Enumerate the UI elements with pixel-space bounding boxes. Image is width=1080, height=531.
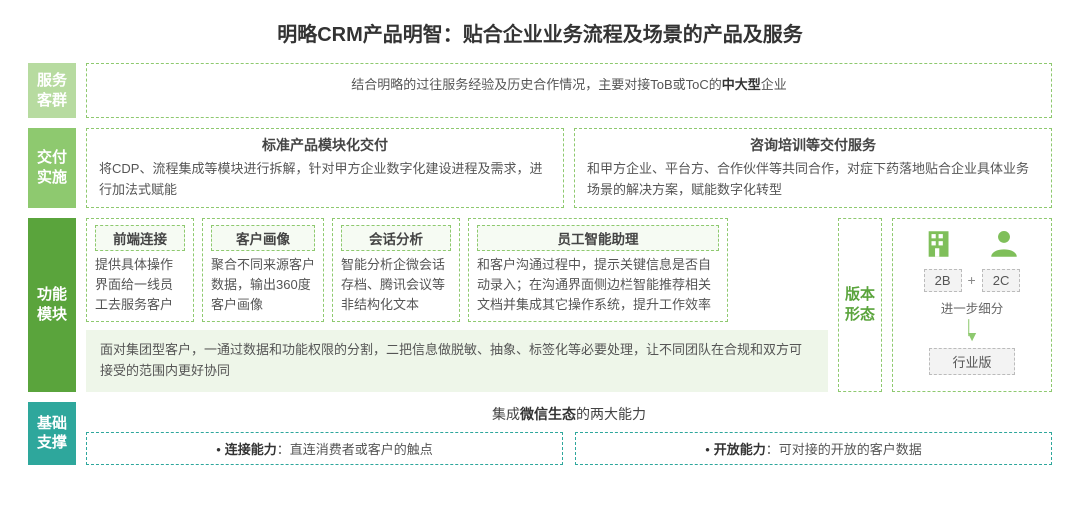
module-card-0: 前端连接 提供具体操作界面给一线员工去服务客户 xyxy=(86,218,194,322)
r1-text-post: 企业 xyxy=(761,77,787,92)
modules-right: 版本形态 2B xyxy=(838,218,1052,392)
module-card-0-head: 前端连接 xyxy=(95,225,185,251)
module-card-2-head: 会话分析 xyxy=(341,225,451,251)
module-card-1: 客户画像 聚合不同来源客户数据，输出360度客户画像 xyxy=(202,218,324,322)
delivery-right-head: 咨询培训等交付服务 xyxy=(587,135,1039,155)
delivery-right: 咨询培训等交付服务 和甲方企业、平台方、合作伙伴等共同合作，对症下药落地贴合企业… xyxy=(574,128,1052,208)
r4-head-pre: 集成 xyxy=(492,406,520,422)
module-card-3-body: 和客户沟通过程中，提示关键信息是否自动录入；在沟通界面侧边栏智能推荐相关文档并集… xyxy=(477,255,719,315)
service-customers-box: 结合明略的过往服务经验及历史合作情况，主要对接ToB或ToC的中大型企业 xyxy=(86,63,1052,118)
foundation-content: 集成微信生态的两大能力 •连接能力：直连消费者或客户的触点 •开放能力：可对接的… xyxy=(86,402,1052,465)
chip-2b: 2B xyxy=(924,269,962,292)
version-subtext: 进一步细分 xyxy=(941,298,1004,317)
arrow-down-icon: │▼ xyxy=(965,323,979,343)
version-icons xyxy=(923,227,1021,261)
chip-2c: 2C xyxy=(982,269,1021,292)
tag-modules: 功能模块 xyxy=(28,218,76,392)
modules-bottom-note: 面对集团型客户，一通过数据和功能权限的分割，二把信息做脱敏、抽象、标签化等必要处… xyxy=(86,330,828,392)
modules-cards-row: 前端连接 提供具体操作界面给一线员工去服务客户 客户画像 聚合不同来源客户数据，… xyxy=(86,218,828,322)
foundation-cell-1-label: 开放能力 xyxy=(714,442,766,457)
delivery-right-body: 和甲方企业、平台方、合作伙伴等共同合作，对症下药落地贴合企业具体业务场景的解决方… xyxy=(587,159,1039,201)
r1-text-pre: 结合明略的过往服务经验及历史合作情况，主要对接ToB或ToC的 xyxy=(351,77,722,92)
foundation-cell-1-desc: ：可对接的开放的客户数据 xyxy=(766,442,922,457)
module-card-0-body: 提供具体操作界面给一线员工去服务客户 xyxy=(95,255,185,315)
module-card-1-head: 客户画像 xyxy=(211,225,315,251)
foundation-cells: •连接能力：直连消费者或客户的触点 •开放能力：可对接的开放的客户数据 xyxy=(86,432,1052,465)
foundation-head: 集成微信生态的两大能力 xyxy=(86,402,1052,428)
module-card-2: 会话分析 智能分析企微会话存档、腾讯会议等非结构化文本 xyxy=(332,218,460,322)
r4-head-bold: 微信生态 xyxy=(520,406,576,422)
module-card-2-body: 智能分析企微会话存档、腾讯会议等非结构化文本 xyxy=(341,255,451,315)
module-card-3: 员工智能助理 和客户沟通过程中，提示关键信息是否自动录入；在沟通界面侧边栏智能推… xyxy=(468,218,728,322)
delivery-left-body: 将CDP、流程集成等模块进行拆解，针对甲方企业数字化建设进程及需求，进行加法式赋… xyxy=(99,159,551,201)
version-chip-row: 2B + 2C xyxy=(924,269,1021,292)
row-service-customers: 服务客群 结合明略的过往服务经验及历史合作情况，主要对接ToB或ToC的中大型企… xyxy=(28,63,1052,118)
row-delivery: 交付实施 标准产品模块化交付 将CDP、流程集成等模块进行拆解，针对甲方企业数字… xyxy=(28,128,1052,208)
tag-delivery: 交付实施 xyxy=(28,128,76,208)
row-modules: 功能模块 前端连接 提供具体操作界面给一线员工去服务客户 客户画像 聚合不同来源… xyxy=(28,218,1052,392)
delivery-left: 标准产品模块化交付 将CDP、流程集成等模块进行拆解，针对甲方企业数字化建设进程… xyxy=(86,128,564,208)
module-card-3-head: 员工智能助理 xyxy=(477,225,719,251)
chip-industry: 行业版 xyxy=(929,348,1014,375)
delivery-left-head: 标准产品模块化交付 xyxy=(99,135,551,155)
building-icon xyxy=(923,227,957,261)
foundation-cell-0: •连接能力：直连消费者或客户的触点 xyxy=(86,432,563,465)
foundation-cell-1: •开放能力：可对接的开放的客户数据 xyxy=(575,432,1052,465)
foundation-cell-0-desc: ：直连消费者或客户的触点 xyxy=(277,442,433,457)
row-foundation: 基础支撑 集成微信生态的两大能力 •连接能力：直连消费者或客户的触点 •开放能力… xyxy=(28,402,1052,465)
version-form-body: 2B + 2C 进一步细分 │▼ 行业版 xyxy=(892,218,1052,392)
tag-version-form: 版本形态 xyxy=(838,218,882,392)
tag-foundation: 基础支撑 xyxy=(28,402,76,465)
tag-service-customers: 服务客群 xyxy=(28,63,76,118)
r1-text-bold: 中大型 xyxy=(722,77,761,92)
foundation-cell-0-label: 连接能力 xyxy=(225,442,277,457)
modules-left: 前端连接 提供具体操作界面给一线员工去服务客户 客户画像 聚合不同来源客户数据，… xyxy=(86,218,828,392)
person-icon xyxy=(987,227,1021,261)
chip-plus: + xyxy=(968,272,976,288)
module-card-1-body: 聚合不同来源客户数据，输出360度客户画像 xyxy=(211,255,315,315)
r4-head-post: 的两大能力 xyxy=(576,406,646,422)
page-title: 明略CRM产品明智：贴合企业业务流程及场景的产品及服务 xyxy=(28,18,1052,47)
